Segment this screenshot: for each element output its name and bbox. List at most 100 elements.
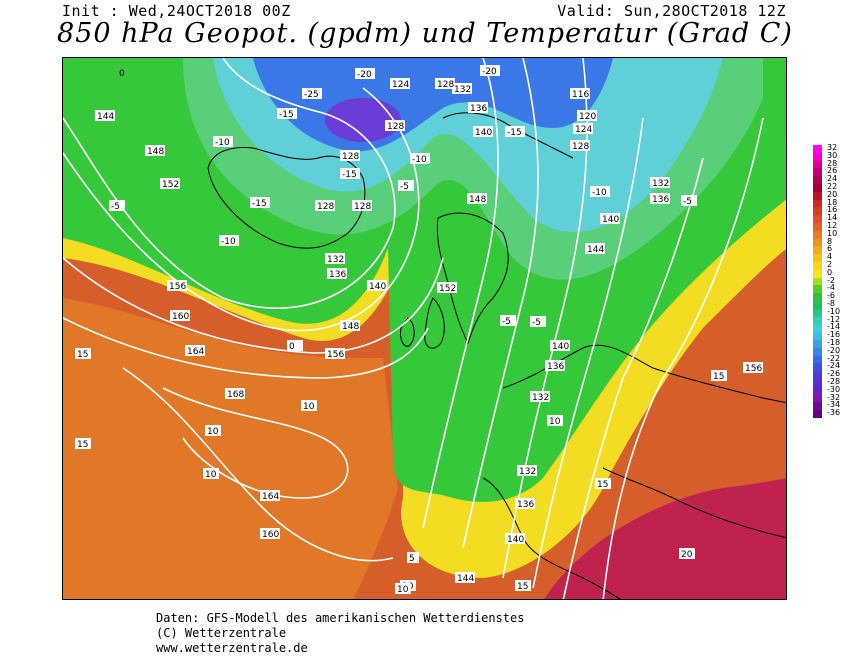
legend-row: 24 (812, 174, 850, 184)
legend-label: -6 (827, 291, 835, 301)
geopotential-label: 152 (437, 282, 457, 294)
legend-row: -34 (812, 400, 850, 411)
temperature-label: -5 (500, 315, 516, 327)
legend-row: 20 (812, 189, 850, 200)
temperature-label-text: -25 (304, 90, 319, 100)
temperature-label: 15 (515, 580, 531, 592)
legend-label: 12 (827, 220, 838, 230)
legend-swatch (813, 308, 822, 317)
legend-swatch (813, 316, 822, 325)
geopotential-label: 128 (352, 200, 372, 212)
geopotential-label: 160 (260, 528, 280, 540)
hot-region (544, 478, 786, 599)
temperature-label-text: 10 (205, 470, 217, 480)
geopotential-label: 156 (167, 280, 187, 292)
geopotential-label-text: 116 (572, 90, 589, 100)
legend-swatch (813, 293, 822, 301)
geopotential-label-text: 132 (652, 179, 669, 189)
geopotential-label-text: 168 (227, 390, 244, 400)
geopotential-label: 116 (570, 88, 590, 100)
legend-label: -12 (827, 314, 841, 324)
legend-label: -20 (827, 345, 841, 355)
geopotential-label: 164 (185, 345, 205, 357)
geopotential-label-text: 148 (147, 147, 164, 157)
temperature-label-text: 10 (397, 585, 409, 595)
legend-swatch (813, 261, 822, 270)
temperature-label-text: 0 (289, 342, 295, 352)
legend-swatch (813, 355, 822, 364)
temperature-label: -5 (109, 200, 125, 212)
temperature-label: 15 (75, 348, 91, 360)
legend-row: 4 (812, 252, 850, 262)
legend-swatch (813, 145, 822, 153)
legend-label: 0 (827, 267, 833, 277)
geopotential-label-text: 152 (162, 180, 179, 190)
legend-label: 8 (827, 236, 833, 246)
legend-row: -32 (812, 393, 850, 403)
legend-label: 14 (827, 213, 838, 223)
geopotential-label: 144 (455, 572, 475, 584)
legend-row: 0 (812, 267, 850, 278)
map-title: 850 hPa Geopot. (gpdm) und Temperatur (G… (57, 18, 793, 49)
legend-row: 22 (812, 182, 850, 192)
temperature-label: 10 (205, 425, 221, 437)
warm-ocean-region (63, 298, 398, 599)
legend-row: -10 (812, 306, 850, 317)
legend-label: 10 (827, 228, 838, 238)
geopotential-label: 168 (225, 388, 245, 400)
legend-label: -18 (827, 337, 841, 347)
geopotential-label: 156 (325, 348, 345, 360)
temperature-label-text: -5 (111, 202, 120, 212)
geopotential-label: 140 (550, 340, 570, 352)
legend-label: 20 (827, 189, 838, 199)
temperature-label: 0 (287, 340, 303, 352)
geopotential-label-text: 156 (327, 350, 344, 360)
temperature-label: 10 (301, 400, 317, 412)
geopotential-label-text: 132 (454, 85, 471, 95)
temperature-label-text: -20 (357, 70, 372, 80)
legend-label: 2 (827, 259, 833, 269)
legend-swatch (813, 363, 822, 372)
geopotential-label-text: 164 (262, 492, 279, 502)
legend-label: -28 (827, 376, 841, 386)
legend-swatch (813, 394, 822, 403)
legend-label: -14 (827, 322, 841, 332)
temperature-label-text: -5 (532, 318, 541, 328)
geopotential-label: 164 (260, 490, 280, 502)
legend-swatch (813, 347, 822, 356)
geopotential-label: 128 (315, 200, 335, 212)
geopotential-label: 128 (385, 120, 405, 132)
temperature-label: -15 (250, 197, 270, 209)
geopotential-label-text: 160 (172, 312, 189, 322)
legend-swatch (813, 215, 822, 223)
legend-swatch (813, 371, 822, 379)
temperature-label: -25 (302, 88, 322, 100)
geopotential-label: 128 (435, 78, 455, 90)
geopotential-label-text: 128 (387, 122, 404, 132)
legend-swatch (813, 277, 822, 286)
legend-row: 26 (812, 166, 850, 177)
geopotential-label-text: 140 (602, 215, 619, 225)
geopotential-label-text: 136 (329, 270, 346, 280)
isoline-labels: 144 148 152 156 160 164 168 160 164 128 … (75, 65, 763, 595)
geopotential-label-text: 136 (652, 195, 669, 205)
geopotential-label-text: 128 (437, 80, 454, 90)
geopotential-label: 160 (170, 310, 190, 322)
legend-swatch (813, 238, 822, 247)
geopotential-label-text: 124 (575, 125, 592, 135)
temperature-label-text: -20 (482, 67, 497, 77)
geopotential-label: 144 (585, 243, 605, 255)
footer-copyright: (C) Wetterzentrale (156, 626, 287, 640)
temperature-legend: 32 30 28 26 24 22 20 18 16 14 12 10 8 6 4 2 0 -2 -4 -6 -8 -10… (812, 143, 850, 418)
geopotential-label: 148 (467, 193, 487, 205)
geopotential-label: 148 (145, 145, 165, 157)
legend-row: 18 (812, 198, 850, 208)
temperature-label: -15 (277, 108, 297, 120)
temperature-label: 10 (395, 583, 411, 595)
legend-row: 2 (812, 259, 850, 270)
legend-label: -10 (827, 306, 841, 316)
legend-label: -26 (827, 369, 841, 379)
legend-swatch (813, 410, 822, 418)
legend-row: 30 (812, 151, 850, 161)
geopotential-isolines (63, 58, 764, 599)
